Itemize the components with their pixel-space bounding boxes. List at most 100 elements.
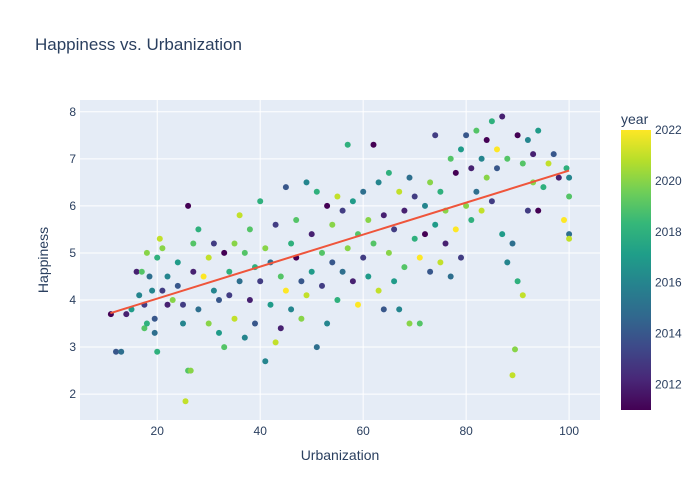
- plot-area: [80, 100, 600, 420]
- data-point: [113, 348, 119, 355]
- data-point: [411, 193, 418, 200]
- x-tick-label: 40: [254, 424, 268, 438]
- data-point: [483, 174, 490, 181]
- data-point: [210, 287, 217, 294]
- data-point: [180, 320, 186, 327]
- data-point: [365, 217, 372, 223]
- data-point: [303, 292, 310, 299]
- data-point: [138, 268, 145, 275]
- data-point: [257, 198, 264, 205]
- data-point: [514, 278, 521, 285]
- data-point: [329, 221, 336, 228]
- data-point: [437, 188, 444, 195]
- data-point: [334, 193, 341, 200]
- y-axis-ticks: 2 3 4 5 6 7 8: [69, 105, 76, 401]
- data-point: [494, 146, 500, 153]
- data-point: [324, 202, 331, 209]
- colorbar-tick-label: 2020: [655, 174, 682, 188]
- data-point: [151, 329, 158, 336]
- data-point: [344, 141, 351, 148]
- data-point: [447, 273, 454, 280]
- data-point: [566, 231, 573, 238]
- colorbar-ticks: 2012 2014 2016 2018 2020 2022: [655, 123, 682, 392]
- trendline: [110, 169, 570, 315]
- data-point: [499, 231, 506, 238]
- data-point: [174, 282, 181, 289]
- y-axis-title: Happiness: [35, 227, 51, 293]
- data-point: [488, 118, 495, 125]
- data-point: [509, 240, 516, 247]
- x-tick-label: 80: [459, 424, 473, 438]
- data-point: [442, 240, 449, 247]
- data-point: [319, 249, 325, 256]
- colorbar-title: year: [621, 111, 649, 127]
- data-point: [427, 268, 434, 275]
- data-point: [535, 127, 542, 134]
- data-point: [375, 179, 382, 186]
- data-point: [334, 297, 341, 303]
- data-point: [514, 132, 521, 139]
- data-point: [468, 217, 475, 223]
- data-point: [246, 226, 253, 233]
- data-point: [396, 306, 403, 313]
- data-point: [298, 278, 305, 285]
- data-point: [277, 273, 284, 280]
- data-point: [360, 254, 367, 261]
- data-point: [329, 259, 336, 266]
- y-tick-label: 4: [69, 293, 76, 307]
- colorbar-tick-label: 2012: [655, 378, 682, 392]
- data-point: [190, 268, 197, 275]
- data-point: [339, 268, 346, 275]
- data-point: [324, 320, 331, 327]
- data-point: [216, 297, 222, 303]
- data-point: [391, 226, 398, 233]
- data-point: [272, 221, 279, 228]
- colorbar-tick-label: 2018: [655, 225, 682, 239]
- data-point: [221, 344, 228, 351]
- data-point: [182, 398, 189, 405]
- data-point: [391, 278, 398, 285]
- data-point: [298, 315, 305, 322]
- x-axis-title: Urbanization: [301, 447, 380, 463]
- data-point: [159, 245, 166, 252]
- data-point: [478, 155, 485, 162]
- data-point: [468, 165, 475, 172]
- data-point: [185, 202, 192, 209]
- data-point: [422, 202, 428, 209]
- data-point: [146, 273, 153, 280]
- data-point: [118, 348, 125, 355]
- data-point: [262, 245, 269, 252]
- data-point: [458, 254, 464, 261]
- data-point: [154, 348, 161, 355]
- data-point: [385, 249, 392, 256]
- data-point: [512, 346, 518, 353]
- data-points: [107, 113, 573, 405]
- data-point: [452, 169, 459, 176]
- y-tick-label: 5: [69, 246, 76, 260]
- data-point: [288, 306, 295, 313]
- data-point: [535, 207, 542, 214]
- chart-title: Happiness vs. Urbanization: [35, 35, 242, 54]
- data-point: [370, 141, 377, 148]
- data-point: [231, 315, 238, 322]
- data-point: [151, 315, 158, 322]
- data-point: [339, 207, 346, 214]
- data-point: [380, 306, 387, 313]
- data-point: [375, 287, 382, 294]
- data-point: [396, 188, 403, 195]
- data-point: [293, 217, 300, 223]
- data-point: [210, 240, 217, 247]
- data-point: [478, 207, 485, 214]
- x-axis-ticks: 20 40 60 80 100: [151, 424, 580, 438]
- data-point: [463, 132, 470, 139]
- data-point: [236, 212, 243, 219]
- data-point: [241, 249, 248, 256]
- data-point: [530, 151, 537, 158]
- data-point: [174, 259, 181, 266]
- x-tick-label: 60: [356, 424, 370, 438]
- data-point: [216, 329, 222, 336]
- data-point: [401, 207, 408, 214]
- data-point: [136, 292, 143, 299]
- data-point: [143, 249, 150, 256]
